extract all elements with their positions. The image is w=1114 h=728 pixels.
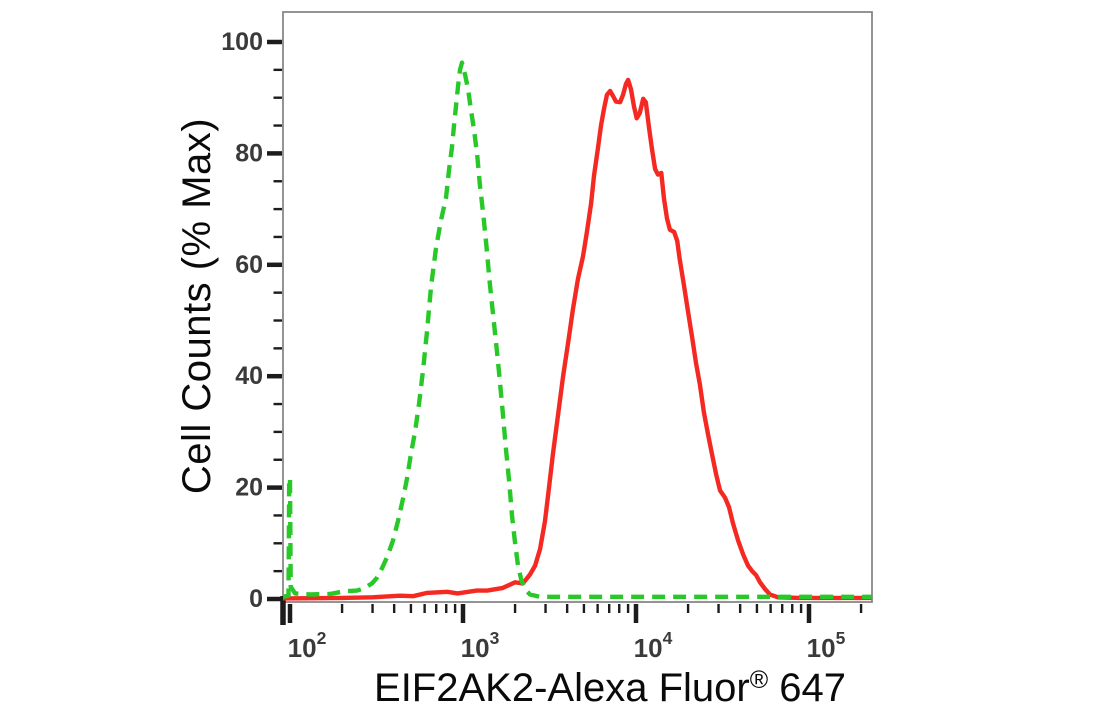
y-axis-title: Cell Counts (% Max) bbox=[175, 117, 219, 495]
y-tick-label: 60 bbox=[235, 251, 263, 279]
x-axis-title-main: EIF2AK2-Alexa Fluor bbox=[374, 666, 750, 710]
x-axis-title-suffix: 647 bbox=[768, 666, 846, 710]
x-axis-title: EIF2AK2-Alexa Fluor® 647 bbox=[374, 666, 846, 710]
red-solid-curve bbox=[283, 77, 872, 601]
y-tick-label: 80 bbox=[235, 139, 263, 167]
x-tick-label: 104 bbox=[634, 628, 673, 663]
x-tick-label: 102 bbox=[288, 628, 327, 663]
plot-border bbox=[282, 11, 873, 603]
x-tick-label: 103 bbox=[461, 628, 500, 663]
y-tick-label: 0 bbox=[249, 585, 263, 613]
registered-trademark-icon: ® bbox=[749, 666, 769, 694]
green-dashed-curve bbox=[283, 60, 872, 599]
y-tick-label: 20 bbox=[235, 474, 263, 502]
y-tick-label: 100 bbox=[221, 28, 263, 56]
y-tick-label: 40 bbox=[235, 362, 263, 390]
x-tick-label: 105 bbox=[807, 628, 846, 663]
